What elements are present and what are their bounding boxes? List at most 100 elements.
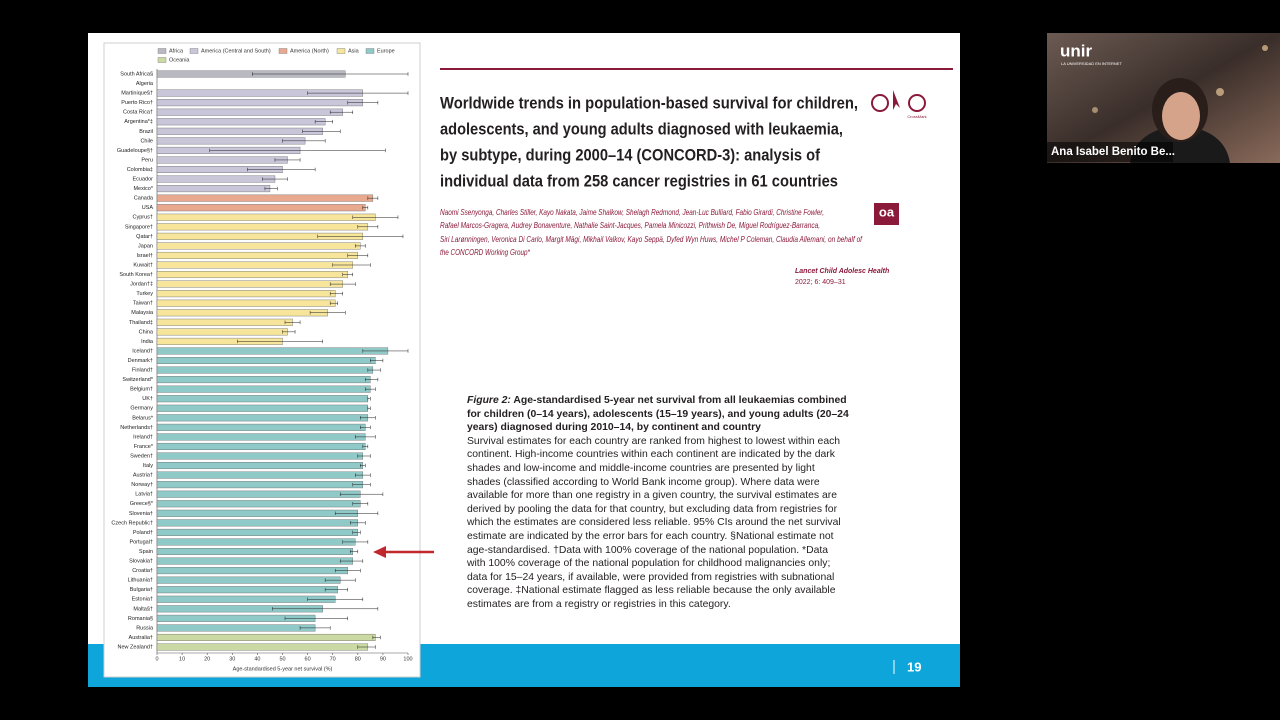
bar — [156, 567, 348, 575]
error-bar — [360, 463, 366, 468]
bar — [156, 423, 366, 431]
error-bar — [357, 454, 371, 458]
error-bar — [352, 501, 369, 506]
y-tick-label: Finland† — [132, 368, 153, 374]
error-bar — [324, 578, 356, 582]
error-bar — [282, 139, 326, 143]
y-tick-label: Peru — [141, 157, 153, 163]
y-tick-label: India — [141, 339, 154, 345]
error-bar — [329, 110, 354, 114]
bar — [156, 519, 359, 527]
error-bar — [362, 444, 369, 449]
logos: CrossMark oa — [871, 90, 927, 225]
y-tick-label: Cyprus† — [133, 215, 153, 221]
bar — [156, 528, 359, 536]
article-title: Worldwide trends in population-based sur… — [440, 93, 858, 112]
y-tick-label: Iceland† — [132, 348, 153, 354]
bar — [156, 175, 276, 183]
authors: Siri Larønningen, Veronica Di Carlo, Mar… — [440, 235, 863, 244]
error-bar — [334, 511, 379, 516]
y-tick-label: Turkey — [136, 291, 153, 297]
error-bar — [209, 148, 386, 153]
legend-label: Oceania — [169, 57, 190, 63]
y-tick-label: Argentina*‡ — [124, 119, 153, 125]
y-tick-label: Japan — [138, 243, 153, 249]
error-bar — [309, 310, 346, 315]
bar — [156, 643, 369, 651]
y-tick-label: Sweden† — [130, 453, 153, 459]
y-tick-label: Greece§* — [130, 501, 154, 507]
y-tick-label: Martinique§† — [121, 91, 153, 97]
bar — [156, 318, 293, 326]
y-tick-label: USA — [142, 205, 154, 211]
error-bar — [264, 186, 278, 191]
error-bar — [350, 549, 359, 554]
error-bar — [342, 272, 354, 277]
error-bar — [329, 291, 343, 296]
error-bar — [350, 521, 366, 525]
error-bar — [252, 72, 409, 76]
y-tick-label: Kuwait† — [133, 262, 153, 268]
bar — [156, 108, 343, 116]
x-tick-label: 50 — [279, 656, 285, 662]
y-tick-label: Denmark† — [128, 358, 153, 364]
y-tick-label: Guadeloupe§† — [117, 148, 153, 154]
error-bar — [339, 492, 384, 496]
error-bar — [272, 607, 379, 611]
error-bar — [352, 482, 371, 487]
y-tick-label: Lithuania† — [128, 578, 153, 584]
y-tick-label: China — [139, 329, 154, 335]
y-tick-label: Belarus* — [132, 415, 154, 421]
error-bar — [302, 129, 341, 134]
error-bar — [274, 158, 301, 162]
y-tick-label: France* — [134, 444, 154, 450]
x-tick-label: 100 — [403, 656, 412, 662]
y-tick-label: Israel† — [136, 253, 153, 259]
error-bar — [357, 225, 379, 229]
chart: Africa America (Central and South) America… — [111, 48, 413, 672]
bar — [156, 395, 369, 403]
y-tick-label: Switzerland* — [122, 377, 153, 383]
legend-label: America (North) — [290, 48, 329, 54]
y-tick-label: Ecuador — [133, 177, 154, 183]
error-bar — [339, 559, 364, 563]
error-bar — [247, 167, 316, 172]
error-bar — [317, 234, 404, 239]
y-tick-label: Ireland† — [133, 434, 153, 440]
pointer-arrow — [373, 546, 434, 558]
video-tile: unir LA UNIVERSIDAD EN INTERNET Ana Isab… — [1047, 33, 1280, 163]
bar — [156, 548, 353, 556]
bar — [156, 223, 369, 231]
error-bar — [262, 177, 288, 181]
y-tick-label: Mexico* — [133, 186, 153, 192]
error-bar — [370, 358, 384, 363]
y-tick-label: South Africa§ — [120, 71, 153, 77]
bar — [156, 347, 389, 355]
error-bar — [284, 320, 301, 325]
y-tick-label: Croatia† — [132, 568, 153, 574]
y-tick-label: Chile — [140, 138, 153, 144]
y-tick-label: Malaysia — [131, 310, 154, 316]
crossmark-label: CrossMark — [907, 114, 926, 119]
y-tick-label: Colombia‡ — [127, 167, 153, 173]
bar — [156, 452, 364, 460]
bar — [156, 414, 369, 422]
error-bar — [362, 205, 369, 210]
bokeh — [1262, 45, 1268, 51]
x-tick-label: 0 — [155, 656, 158, 662]
y-tick-label: Norway† — [131, 482, 153, 488]
bar — [156, 213, 376, 221]
legend-swatch — [278, 48, 288, 54]
legend-label: Asia — [348, 48, 360, 54]
y-tick-label: Spain — [139, 549, 153, 555]
legend-label: America (Central and South) — [201, 48, 271, 54]
error-bar — [332, 263, 371, 267]
participant-name: Ana Isabel Benito Be... — [1051, 146, 1175, 158]
authors: Rafael Marcos-Gragera, Audrey Bonaventur… — [440, 221, 820, 230]
error-bar — [367, 196, 379, 200]
legend-label: Africa — [169, 48, 184, 54]
x-tick-label: 10 — [179, 656, 185, 662]
y-tick-label: Puerto Rico† — [121, 100, 153, 106]
legend-swatch — [189, 48, 199, 54]
y-tick-label: Latvia† — [135, 492, 153, 498]
